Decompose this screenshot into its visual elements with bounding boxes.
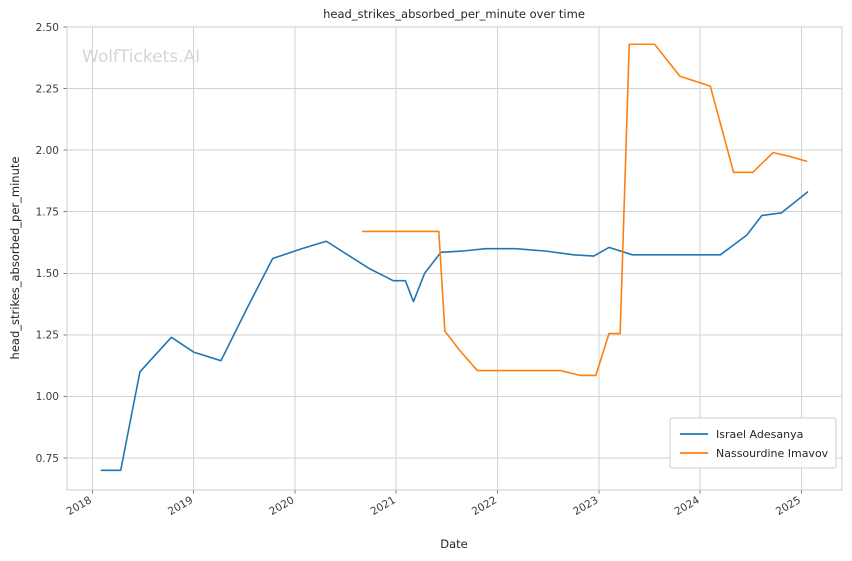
chart-legend: Israel Adesanya Nassourdine Imavov (669, 417, 837, 469)
y-tick-label: 1.75 (36, 207, 59, 219)
y-tick-label: 1.25 (36, 330, 59, 342)
y-tick-label: 1.00 (36, 391, 59, 403)
y-tick-label: 2.00 (36, 145, 59, 157)
gridlines (67, 27, 842, 490)
tickmarks (63, 26, 802, 494)
data-series-layer (100, 43, 809, 472)
series-line-nassourdine-imavov (362, 43, 808, 377)
plot-border (66, 26, 843, 491)
plot-background (67, 27, 842, 490)
y-axis-label: head_strikes_absorbed_per_minute (8, 157, 22, 360)
x-axis-label: Date (440, 537, 468, 551)
y-tick-label: 0.75 (36, 453, 59, 465)
watermark-text: WolfTickets.AI (82, 47, 200, 67)
y-tick-label: 2.50 (36, 22, 59, 34)
chart-title: head_strikes_absorbed_per_minute over ti… (323, 7, 585, 21)
y-tick-label: 1.50 (36, 268, 59, 280)
y-tick-labels: 0.75 1.00 1.25 1.50 1.75 2.00 2.25 2.50 (36, 22, 59, 465)
legend-label: Nassourdine Imavov (716, 447, 829, 460)
legend-label: Israel Adesanya (716, 428, 803, 441)
y-tick-label: 2.25 (36, 83, 59, 95)
